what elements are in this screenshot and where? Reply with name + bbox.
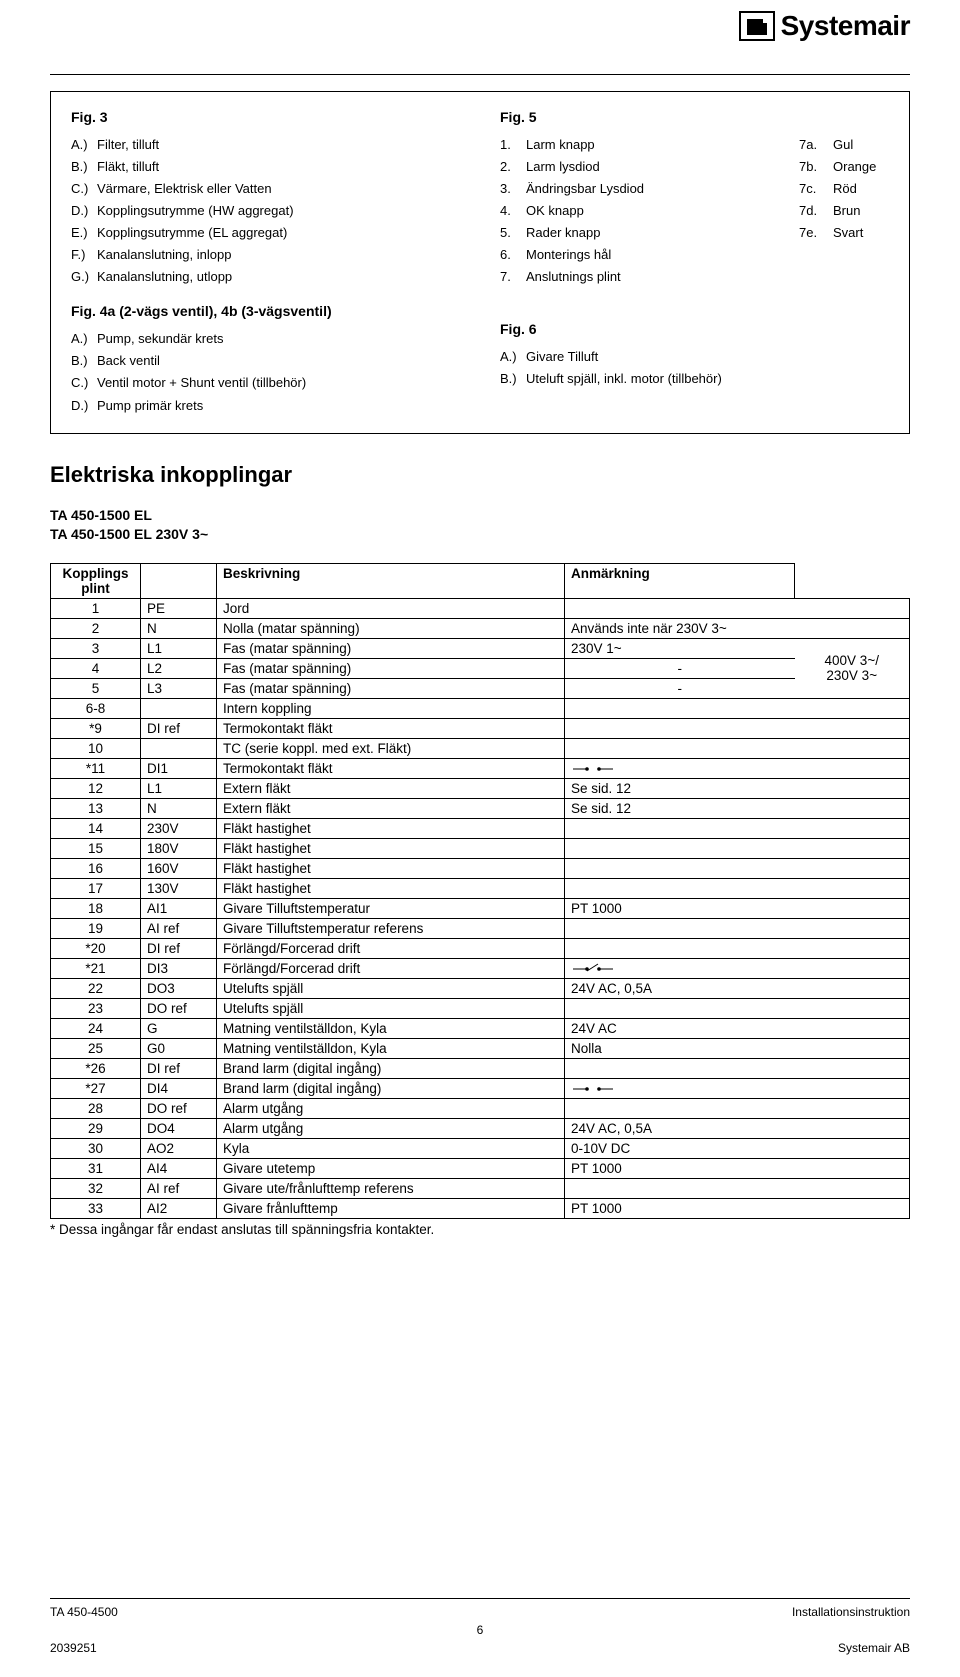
- fig4-item: D.)Pump primär krets: [71, 395, 460, 417]
- figure-descriptions-box: Fig. 3 A.)Filter, tilluftB.)Fläkt, tillu…: [50, 91, 910, 434]
- fig5-item: 4.OK knapp7d.Brun: [500, 200, 889, 222]
- table-row: 2NNolla (matar spänning)Används inte när…: [51, 618, 910, 638]
- table-row: 5L3Fas (matar spänning)-: [51, 678, 910, 698]
- table-row: *20DI refFörlängd/Forcerad drift: [51, 938, 910, 958]
- th-blank: [141, 563, 217, 598]
- table-row: 33AI2Givare frånlufttempPT 1000: [51, 1198, 910, 1218]
- th-note: Anmärkning: [565, 563, 795, 598]
- footer-right: Installationsinstruktion: [623, 1603, 910, 1621]
- table-row: 6-8Intern koppling: [51, 698, 910, 718]
- fig3-title: Fig. 3: [71, 106, 460, 130]
- table-row: *26DI refBrand larm (digital ingång): [51, 1058, 910, 1078]
- fig3-item: B.)Fläkt, tilluft: [71, 156, 460, 178]
- table-row: 25G0Matning ventilställdon, Kyla Nolla: [51, 1038, 910, 1058]
- th-desc: Beskrivning: [217, 563, 565, 598]
- th-plint: Kopplings plint: [51, 563, 141, 598]
- table-row: *27DI4Brand larm (digital ingång): [51, 1078, 910, 1098]
- fig6-item: A.)Givare Tilluft: [500, 346, 889, 368]
- table-row: 12L1Extern fläktSe sid. 12: [51, 778, 910, 798]
- table-row: *9DI refTermokontakt fläkt: [51, 718, 910, 738]
- brand-name: Systemair: [781, 10, 910, 42]
- fig5-item: 1.Larm knapp7a.Gul: [500, 134, 889, 156]
- fig-right-column: Fig. 5 1.Larm knapp7a.Gul2.Larm lysdiod7…: [500, 106, 889, 417]
- fig3-item: C.)Värmare, Elektrisk eller Vatten: [71, 178, 460, 200]
- fig5-item: 6.Monterings hål: [500, 244, 889, 266]
- table-row: 28DO refAlarm utgång: [51, 1098, 910, 1118]
- page-footer: TA 450-4500 Installationsinstruktion 6 2…: [50, 1598, 910, 1657]
- table-row: 19AI refGivare Tilluftstemperatur refere…: [51, 918, 910, 938]
- header-divider: [50, 74, 910, 75]
- sub-header: TA 450-1500 EL TA 450-1500 EL 230V 3~: [50, 506, 910, 545]
- fig-left-column: Fig. 3 A.)Filter, tilluftB.)Fläkt, tillu…: [71, 106, 460, 417]
- section-title: Elektriska inkopplingar: [50, 462, 910, 488]
- table-row: 15180VFläkt hastighet: [51, 838, 910, 858]
- fig5-item: 3.Ändringsbar Lysdiod7c.Röd: [500, 178, 889, 200]
- footer-left: TA 450-4500: [50, 1603, 337, 1621]
- fig4-title: Fig. 4a (2-vägs ventil), 4b (3-vägsventi…: [71, 300, 460, 324]
- fig4-item: B.)Back ventil: [71, 350, 460, 372]
- fig5-title: Fig. 5: [500, 106, 889, 130]
- footer-divider: [50, 1598, 910, 1599]
- table-row: *11DI1Termokontakt fläkt: [51, 758, 910, 778]
- table-row: 17130VFläkt hastighet: [51, 878, 910, 898]
- fig5-item: 7.Anslutnings plint: [500, 266, 889, 288]
- subheader-line1: TA 450-1500 EL: [50, 506, 910, 526]
- fig3-item: E.)Kopplingsutrymme (EL aggregat): [71, 222, 460, 244]
- fig6-item: B.)Uteluft spjäll, inkl. motor (tillbehö…: [500, 368, 889, 390]
- table-row: 24GMatning ventilställdon, Kyla24V AC: [51, 1018, 910, 1038]
- footer-doc-id: 2039251: [50, 1639, 337, 1657]
- fig5-item: 2.Larm lysdiod7b.Orange: [500, 156, 889, 178]
- table-row: 30AO2Kyla0-10V DC: [51, 1138, 910, 1158]
- table-row: 29DO4Alarm utgång24V AC, 0,5A: [51, 1118, 910, 1138]
- table-row: 1PEJord: [51, 598, 910, 618]
- table-row: 16160VFläkt hastighet: [51, 858, 910, 878]
- table-row: 10TC (serie koppl. med ext. Fläkt): [51, 738, 910, 758]
- fig3-item: D.)Kopplingsutrymme (HW aggregat): [71, 200, 460, 222]
- fig3-item: G.)Kanalanslutning, utlopp: [71, 266, 460, 288]
- table-row: 13NExtern fläktSe sid. 12: [51, 798, 910, 818]
- fig4-item: A.)Pump, sekundär krets: [71, 328, 460, 350]
- brand-logo: Systemair: [739, 10, 910, 42]
- table-row: *21DI3Förlängd/Forcerad drift: [51, 958, 910, 978]
- table-footnote: * Dessa ingångar får endast anslutas til…: [50, 1222, 910, 1237]
- fig4-item: C.)Ventil motor + Shunt ventil (tillbehö…: [71, 372, 460, 394]
- fig6-title: Fig. 6: [500, 318, 889, 342]
- page-number: 6: [337, 1621, 624, 1639]
- table-row: 23DO refUtelufts spjäll: [51, 998, 910, 1018]
- table-row: 4L2Fas (matar spänning)-: [51, 658, 910, 678]
- table-row: 18AI1Givare TilluftstemperaturPT 1000: [51, 898, 910, 918]
- table-row: 31AI4Givare utetempPT 1000: [51, 1158, 910, 1178]
- logo-icon: [739, 11, 775, 41]
- fig5-item: 5.Rader knapp7e.Svart: [500, 222, 889, 244]
- footer-company: Systemair AB: [623, 1639, 910, 1657]
- table-row: 32AI refGivare ute/frånlufttemp referens: [51, 1178, 910, 1198]
- connections-table: Kopplings plint Beskrivning Anmärkning 1…: [50, 563, 910, 1219]
- subheader-line2: TA 450-1500 EL 230V 3~: [50, 525, 910, 545]
- table-row: 3L1Fas (matar spänning)230V 1~400V 3~/23…: [51, 638, 910, 658]
- table-row: 22DO3Utelufts spjäll24V AC, 0,5A: [51, 978, 910, 998]
- fig3-item: F.)Kanalanslutning, inlopp: [71, 244, 460, 266]
- fig3-item: A.)Filter, tilluft: [71, 134, 460, 156]
- table-row: 14230VFläkt hastighet: [51, 818, 910, 838]
